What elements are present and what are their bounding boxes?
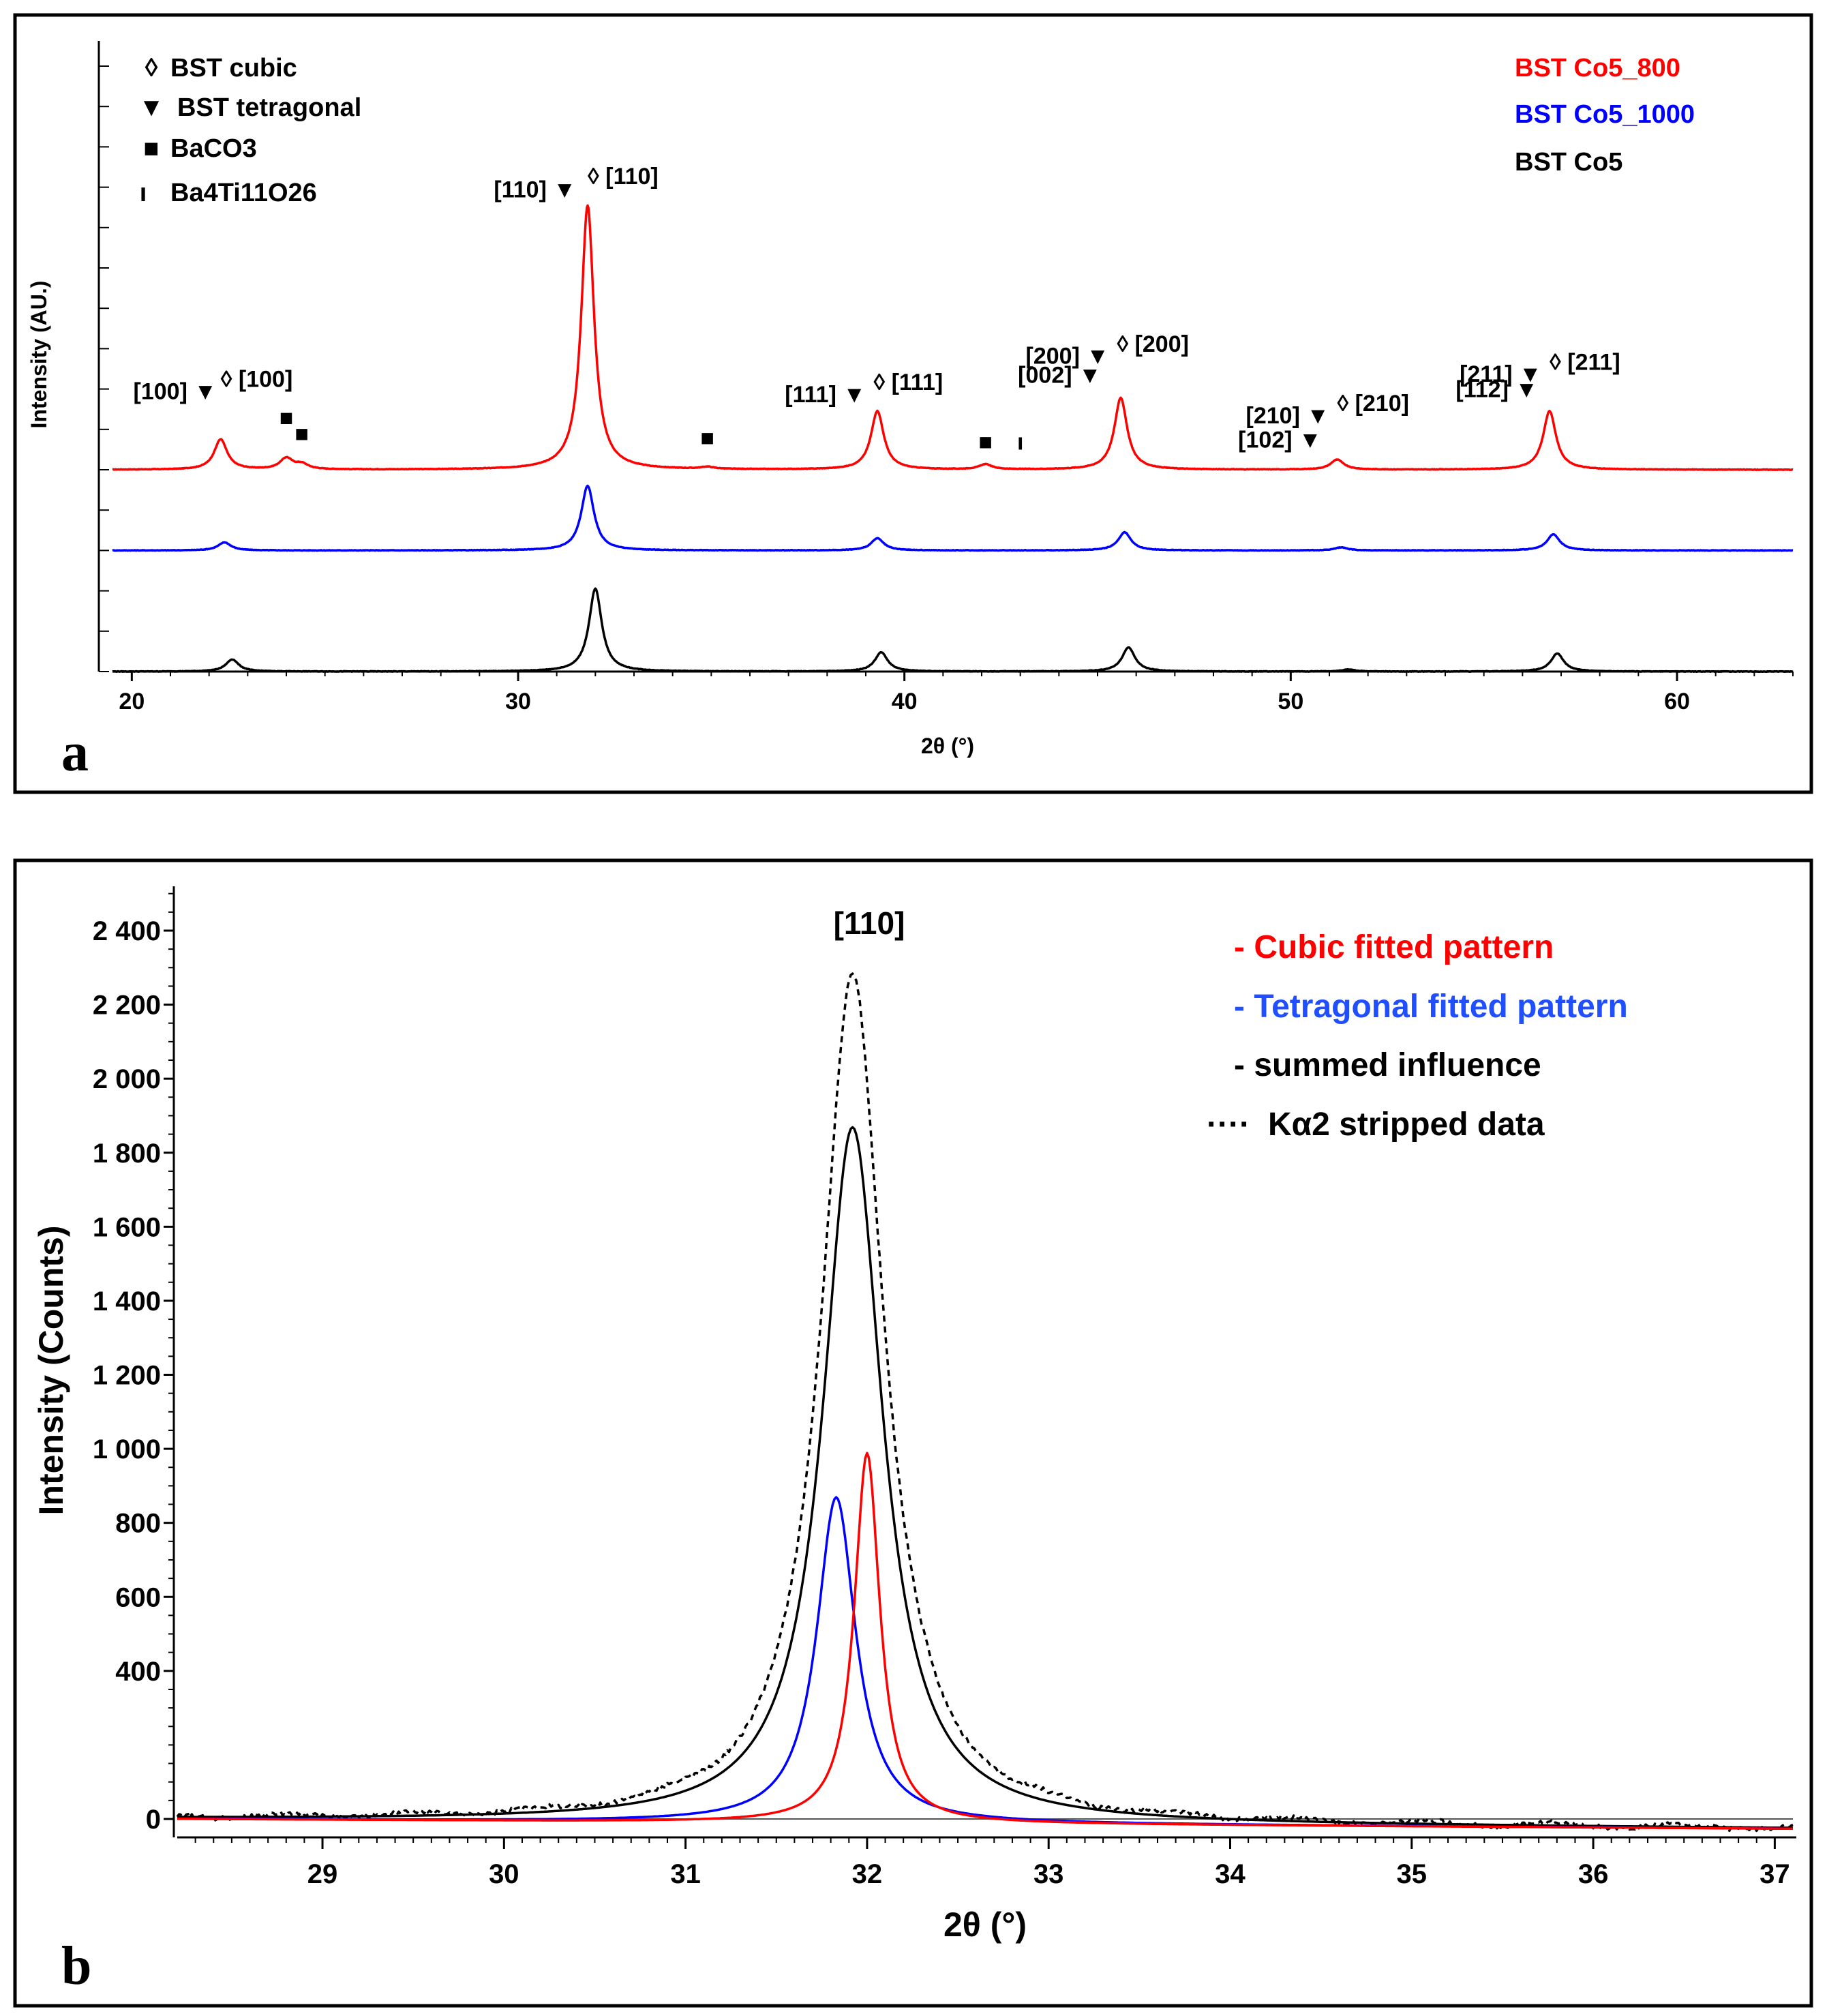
- legend-tetragonal-fitted: - Tetragonal fitted pattern: [1234, 989, 1628, 1025]
- panel-a-peak-annotation: ◊ [110]: [588, 164, 659, 190]
- panel-b-x-ticks: 29 30 31 32 33 34 35 36 37: [194, 1837, 1790, 1889]
- panel-a-x-tick-label: 60: [1664, 689, 1690, 714]
- legend-cubic-fitted: - Cubic fitted pattern: [1234, 929, 1554, 965]
- panel-b-peak-label: [110]: [834, 905, 905, 941]
- panel-b-y-axis-label: Intensity (Counts): [32, 1226, 70, 1516]
- legend-bst-co5: BST Co5: [1515, 148, 1622, 177]
- panel-a-traces: [112, 204, 1794, 674]
- panel-a-peak-annotation: ■: [700, 425, 714, 451]
- legend-bst-co5-800: BST Co5_800: [1515, 54, 1680, 82]
- panel-a-peak-annotation: [200] ▼: [1026, 344, 1109, 370]
- panel-a-series-legend: BST Co5_800 BST Co5_1000 BST Co5: [1515, 54, 1695, 177]
- panel-b-axes: [172, 886, 1796, 1839]
- panel-a-peak-annotation: ◊ [111]: [873, 370, 943, 395]
- legend-symbol-baco3: ■: [144, 134, 160, 163]
- panel-a-x-axis-label: 2θ (°): [921, 734, 974, 758]
- panel-a-x-tick-label: 40: [892, 689, 918, 714]
- panel-b-series-line: [177, 1496, 1793, 1830]
- panel-a-peak-annotation: ı: [1017, 429, 1023, 455]
- panel-b-y-tick-label: 1 800: [93, 1139, 161, 1169]
- panel-a-x-tick-label: 20: [119, 689, 145, 714]
- panel-b-y-tick-label: 1 600: [93, 1212, 161, 1242]
- panel-b-x-tick-label: 34: [1215, 1859, 1245, 1889]
- panel-b-traces: [176, 972, 1794, 1833]
- panel-b-y-tick-label: 1 400: [93, 1287, 161, 1317]
- panel-a-peak-annotation: ■: [295, 421, 309, 447]
- legend-label-bst-tetragonal: BST tetragonal: [177, 93, 361, 122]
- panel-a-peak-annotation: [110] ▼: [494, 177, 576, 202]
- panel-b-x-tick-label: 32: [852, 1859, 883, 1889]
- panel-a-label: a: [61, 723, 89, 783]
- panel-b-y-tick-label: 2 400: [93, 916, 161, 946]
- panel-b-y-tick-label: 1 200: [93, 1361, 161, 1391]
- panel-a-x-ticks: 20 30 40 50 60: [119, 672, 1794, 714]
- panel-b-x-tick-label: 31: [670, 1859, 701, 1889]
- panel-a-peak-annotation: ◊ [211]: [1550, 349, 1620, 375]
- panel-a-peak-annotation: ■: [978, 429, 993, 455]
- panel-b-x-tick-label: 36: [1578, 1859, 1609, 1889]
- panel-a-x-tick-label: 30: [505, 689, 531, 714]
- panel-b-y-tick-label: 400: [115, 1657, 161, 1687]
- panel-b-y-tick-label: 0: [146, 1805, 161, 1835]
- panel-a-peak-annotation: [211] ▼: [1460, 361, 1542, 387]
- legend-ka2-stripped: Kα2 stripped data: [1268, 1107, 1545, 1143]
- panel-b-y-tick-label: 1 000: [93, 1434, 161, 1464]
- panel-b-y-tick-label: 2 000: [93, 1064, 161, 1094]
- panel-a-peak-annotation: ◊ [210]: [1337, 391, 1409, 417]
- panel-b-y-ticks: 0 400 600 800 1 000 1 200 1 400 1 600 1 800 2 000…: [93, 892, 174, 1835]
- panel-a-series-line: [112, 587, 1794, 674]
- panel-a-peak-annotation: [111] ▼: [785, 382, 866, 408]
- panel-a-peak-annotation: [102] ▼: [1238, 427, 1321, 453]
- panel-b-label: b: [61, 1936, 92, 1996]
- legend-symbol-bst-cubic: ◊: [145, 54, 158, 82]
- panel-a-peak-annotation: ◊ [200]: [1117, 331, 1189, 357]
- legend-label-bst-cubic: BST cubic: [170, 54, 297, 82]
- legend-symbol-ba4ti11o26: ı: [140, 179, 147, 207]
- panel-a-phase-legend: ◊ BST cubic ▼ BST tetragonal ■ BaCO3 ı B…: [138, 54, 361, 207]
- panel-b-x-axis-label: 2θ (°): [943, 1906, 1027, 1944]
- panel-b-frame: [13, 858, 1813, 2008]
- panel-b-y-tick-label: 2 200: [93, 991, 161, 1021]
- legend-bst-co5-1000: BST Co5_1000: [1515, 100, 1695, 129]
- panel-a-x-tick-label: 50: [1278, 689, 1303, 714]
- panel-a-peak-annotation: ◊ [100]: [221, 367, 293, 393]
- panel-b-x-tick-label: 30: [489, 1859, 519, 1889]
- panel-b-x-tick-label: 33: [1033, 1859, 1064, 1889]
- panel-a-peak-annotation: [210] ▼: [1246, 403, 1329, 429]
- legend-symbol-bst-tetragonal: ▼: [138, 93, 164, 122]
- panel-a-annotations: [100] ▼ ◊ [100]■■[110] ▼◊ [110]■[111] ▼ ◊ …: [134, 164, 1620, 455]
- legend-ka2-dots: ····: [1207, 1107, 1250, 1143]
- panel-b-series-line: [177, 1451, 1793, 1831]
- panel-a-peak-annotation: [100] ▼: [134, 378, 217, 404]
- legend-summed-influence: - summed influence: [1234, 1047, 1541, 1083]
- legend-label-baco3: BaCO3: [170, 134, 257, 163]
- panel-a-y-ticks: [99, 65, 109, 672]
- legend-label-ba4ti11o26: Ba4Ti11O26: [170, 179, 317, 207]
- panel-b-series-line: [176, 972, 1794, 1833]
- panel-b-x-tick-label: 35: [1397, 1859, 1428, 1889]
- panel-a-axes: [97, 41, 1793, 673]
- panel-b-x-tick-label: 29: [307, 1859, 338, 1889]
- panel-b-y-tick-label: 800: [115, 1509, 161, 1539]
- panel-a-series-line: [112, 204, 1794, 471]
- panel-b-x-tick-label: 37: [1760, 1859, 1790, 1889]
- panel-a-frame: [13, 13, 1813, 794]
- panel-b-legend: - Cubic fitted pattern - Tetragonal fitt…: [1207, 929, 1628, 1143]
- panel-b-y-tick-label: 600: [115, 1582, 161, 1612]
- panel-a-peak-annotation: [002] ▼: [1018, 363, 1101, 389]
- panel-a-series-line: [112, 484, 1794, 552]
- panel-a-peak-annotation: ■: [280, 405, 294, 431]
- panel-a-peak-annotation: [112] ▼: [1455, 376, 1538, 402]
- panel-b-series-line: [177, 1126, 1793, 1829]
- panel-a-y-axis-label: Intensity (AU.): [27, 281, 51, 429]
